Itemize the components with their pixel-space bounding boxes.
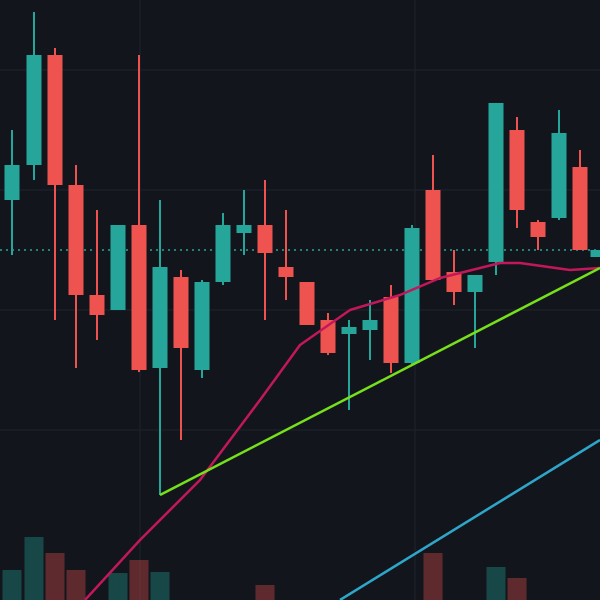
candle-body — [299, 282, 315, 325]
candle-body — [257, 225, 273, 253]
candle-body — [110, 225, 126, 310]
line-series — [84, 261, 600, 600]
candle-body — [4, 165, 20, 200]
candle-body — [215, 225, 231, 282]
candle-body — [551, 133, 567, 218]
volume-bar — [507, 578, 527, 600]
candle-body — [173, 277, 189, 348]
candle-body — [131, 225, 147, 370]
volume-bar — [45, 553, 65, 600]
candle-body — [509, 130, 525, 210]
volume-bar — [66, 570, 86, 600]
volume-bar — [423, 553, 443, 600]
volume-bar — [129, 560, 149, 600]
candle-body — [446, 272, 462, 292]
candle-body — [383, 297, 399, 363]
volume-bar — [108, 573, 128, 600]
volume-bar — [2, 570, 22, 600]
candle-body — [236, 225, 252, 233]
candle-body — [488, 103, 504, 262]
volume-bar — [486, 567, 506, 600]
candle-body — [404, 228, 420, 363]
candle-body — [467, 275, 483, 292]
candle-body — [89, 295, 105, 315]
candle-body — [278, 267, 294, 277]
candle-body — [152, 267, 168, 368]
candle-body — [572, 167, 588, 250]
volume-bar — [24, 537, 44, 600]
candle-body — [425, 190, 441, 280]
candle-body — [530, 222, 546, 237]
volume-bar — [150, 572, 170, 600]
line-series — [339, 438, 600, 600]
line-series — [159, 266, 600, 497]
volume-bar — [255, 585, 275, 600]
candle-body — [341, 327, 357, 334]
candle-body — [68, 185, 84, 295]
candle-body — [590, 250, 600, 257]
candle-body — [362, 320, 378, 330]
candle-body — [26, 55, 42, 165]
candle-body — [47, 55, 63, 185]
candle-body — [194, 282, 210, 370]
